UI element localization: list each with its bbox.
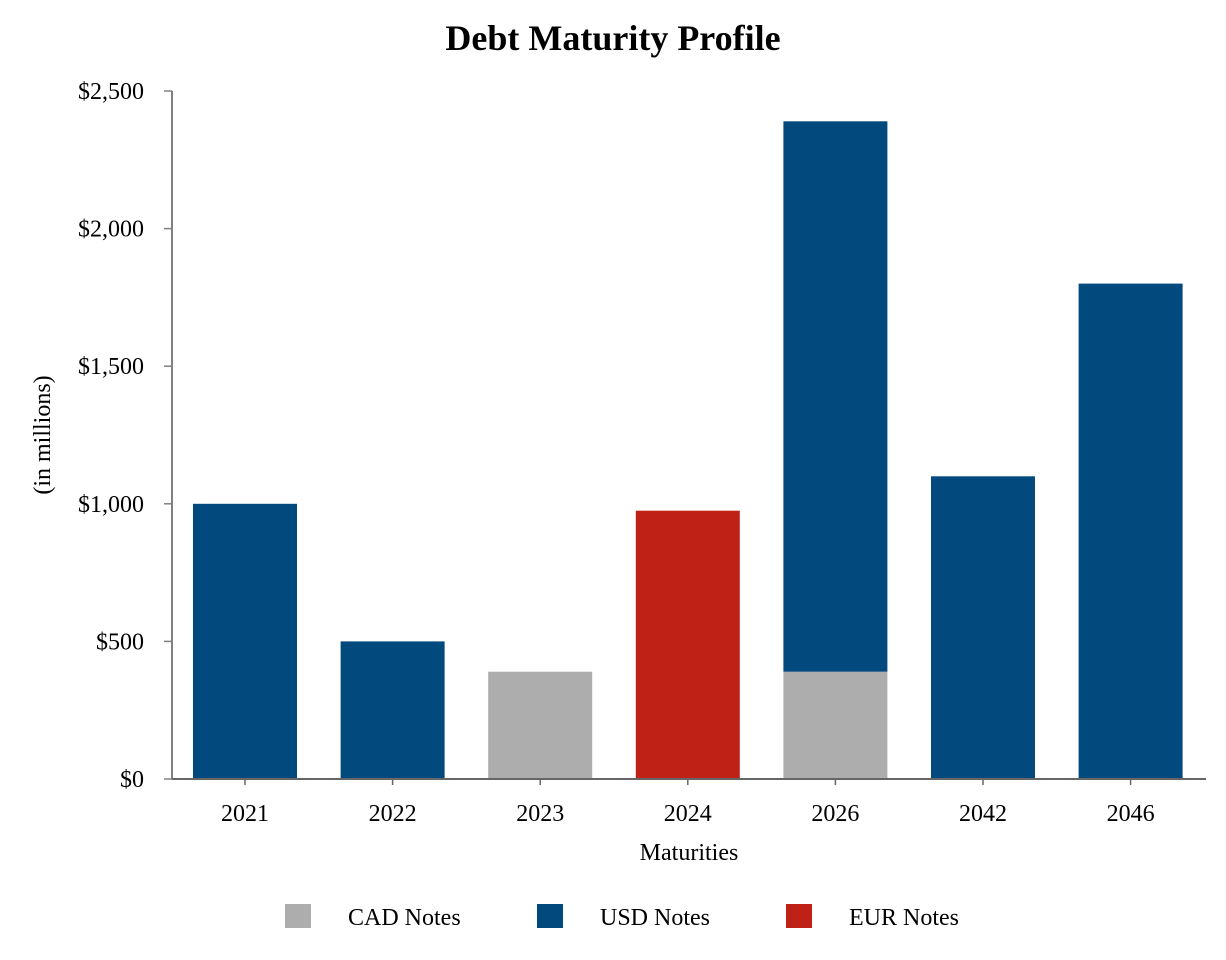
x-tick-label-2026: 2026 — [811, 801, 859, 827]
bar-2024-eur-notes — [635, 510, 740, 779]
ticks-layer: 2021 2022 2023 2024 2026 2042 2046 $0 $500 $1,000… — [78, 79, 1155, 827]
bar-2046-usd-notes — [1078, 283, 1183, 779]
bar-2022-usd-notes — [340, 641, 445, 779]
y-tick-label-2500: $2,500 — [78, 79, 144, 105]
legend-label-eur-notes: EUR Notes — [849, 905, 959, 931]
bars-layer — [193, 121, 1183, 779]
y-tick-label-0: $0 — [120, 767, 144, 793]
bar-2023-cad-notes — [488, 671, 593, 779]
bar-2026-cad-notes — [783, 671, 888, 779]
y-tick-label-500: $500 — [96, 629, 144, 655]
legend: CAD Notes USD Notes EUR Notes — [285, 904, 959, 931]
y-axis-title: (in millions) — [30, 375, 56, 494]
bar-2021-usd-notes — [193, 503, 297, 779]
x-tick-label-2046: 2046 — [1107, 801, 1155, 827]
y-tick-label-2000: $2,000 — [78, 217, 144, 243]
x-tick-label-2024: 2024 — [664, 801, 712, 827]
y-tick-label-1500: $1,500 — [78, 354, 144, 380]
legend-label-usd-notes: USD Notes — [600, 905, 710, 931]
x-tick-label-2023: 2023 — [516, 801, 564, 827]
legend-label-cad-notes: CAD Notes — [348, 905, 461, 931]
bar-2026-usd-notes — [783, 121, 888, 672]
legend-swatch-eur-notes — [786, 904, 812, 928]
bar-2042-usd-notes — [931, 476, 1035, 779]
x-tick-label-2042: 2042 — [959, 801, 1007, 827]
chart-title: Debt Maturity Profile — [445, 18, 780, 58]
y-tick-label-1000: $1,000 — [78, 492, 144, 518]
legend-swatch-cad-notes — [285, 904, 311, 928]
legend-swatch-usd-notes — [537, 904, 563, 928]
x-tick-label-2021: 2021 — [221, 801, 269, 827]
x-tick-label-2022: 2022 — [369, 801, 417, 827]
axes-layer — [171, 91, 1206, 780]
x-axis-title: Maturities — [640, 840, 739, 866]
